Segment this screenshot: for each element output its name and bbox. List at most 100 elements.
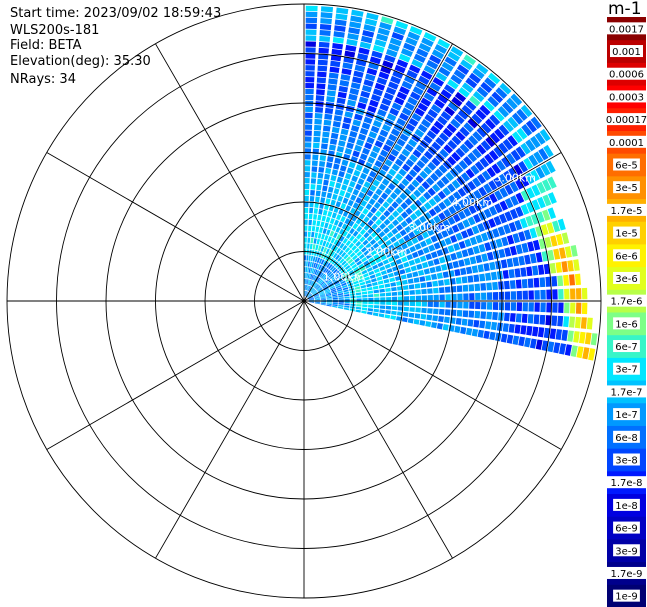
data-gate xyxy=(334,25,346,32)
data-gate xyxy=(399,229,407,237)
data-gate xyxy=(512,335,520,346)
data-gate xyxy=(330,199,336,206)
data-gate xyxy=(330,287,336,291)
data-gate xyxy=(527,278,534,288)
data-gate xyxy=(443,84,456,95)
data-gate xyxy=(359,153,368,161)
data-gate xyxy=(485,272,492,281)
data-gate xyxy=(421,37,434,48)
data-gate xyxy=(311,231,315,238)
data-gate xyxy=(387,153,397,162)
data-gate xyxy=(344,191,351,199)
colorbar-tick-bg xyxy=(606,476,647,489)
data-gate xyxy=(450,74,463,85)
data-ray xyxy=(308,160,556,299)
data-gate xyxy=(320,297,326,300)
data-gate xyxy=(336,247,342,254)
data-gate xyxy=(397,301,404,306)
data-gate xyxy=(423,65,436,75)
data-gate xyxy=(530,169,540,182)
data-gate xyxy=(454,268,461,277)
data-gate xyxy=(378,284,385,289)
data-gate xyxy=(480,122,492,134)
data-gate xyxy=(340,215,346,223)
data-gate xyxy=(390,282,397,287)
data-gate xyxy=(325,278,331,283)
data-gate xyxy=(469,256,477,265)
data-gate xyxy=(426,281,433,288)
data-gate xyxy=(336,97,346,105)
data-gate xyxy=(409,203,418,212)
data-gate xyxy=(438,201,447,211)
data-gate xyxy=(379,129,389,138)
data-gate xyxy=(330,244,336,251)
data-gate xyxy=(305,291,308,297)
data-gate xyxy=(508,222,517,233)
data-gate xyxy=(325,255,330,261)
data-gate xyxy=(368,297,374,301)
data-gate xyxy=(520,142,531,155)
data-gate xyxy=(317,172,324,179)
data-gate xyxy=(349,180,356,188)
data-gate xyxy=(307,294,312,298)
data-gate xyxy=(318,53,329,60)
data-gate xyxy=(473,213,482,224)
data-gate xyxy=(317,214,322,221)
data-gate xyxy=(313,275,317,281)
data-gate xyxy=(320,6,334,13)
data-gate xyxy=(312,291,318,296)
data-gate xyxy=(349,261,356,267)
data-gate xyxy=(457,301,463,309)
data-gate xyxy=(439,301,445,308)
colorbar-tick-bg xyxy=(613,362,640,375)
data-gate xyxy=(311,166,318,172)
data-gate xyxy=(454,91,467,103)
data-gate xyxy=(542,194,552,207)
data-gate xyxy=(513,164,523,176)
data-gate xyxy=(570,345,578,358)
data-gate xyxy=(510,291,517,300)
data-gate xyxy=(356,301,362,304)
data-gate xyxy=(383,218,391,226)
data-gate xyxy=(455,317,462,325)
data-gate xyxy=(365,279,372,284)
data-gate xyxy=(557,218,566,231)
data-gate xyxy=(431,157,441,167)
data-ray xyxy=(308,287,588,301)
data-gate xyxy=(499,82,512,95)
data-gate xyxy=(304,255,307,261)
data-gate xyxy=(358,191,365,199)
azimuth-spoke xyxy=(155,43,305,302)
data-gate xyxy=(485,136,496,148)
data-gate xyxy=(348,269,354,275)
data-gate xyxy=(305,41,317,47)
colorbar-tick-bg xyxy=(613,453,640,466)
data-gate xyxy=(341,68,352,76)
data-gate xyxy=(582,347,590,360)
data-gate xyxy=(389,37,402,47)
data-gate xyxy=(363,194,371,202)
data-gate xyxy=(418,75,430,86)
data-gate xyxy=(332,305,338,308)
data-gate xyxy=(319,239,324,246)
data-gate xyxy=(380,254,387,261)
data-gate xyxy=(311,172,317,178)
data-gate xyxy=(391,286,397,292)
data-gate xyxy=(427,228,435,236)
data-gate xyxy=(329,285,335,290)
data-gate xyxy=(489,261,496,271)
data-gate xyxy=(310,178,317,184)
data-gate xyxy=(316,83,326,90)
data-gate xyxy=(471,265,479,274)
data-gate xyxy=(376,33,389,42)
data-gate xyxy=(354,113,363,121)
data-gate xyxy=(425,253,433,261)
data-gate xyxy=(345,240,352,247)
colorbar-tick-label: 0.00017 xyxy=(606,115,647,126)
data-gate xyxy=(501,101,514,114)
data-gate xyxy=(314,118,322,125)
data-gate xyxy=(472,67,485,80)
data-gate xyxy=(322,274,327,280)
data-gate xyxy=(498,124,510,136)
data-gate xyxy=(318,251,323,258)
